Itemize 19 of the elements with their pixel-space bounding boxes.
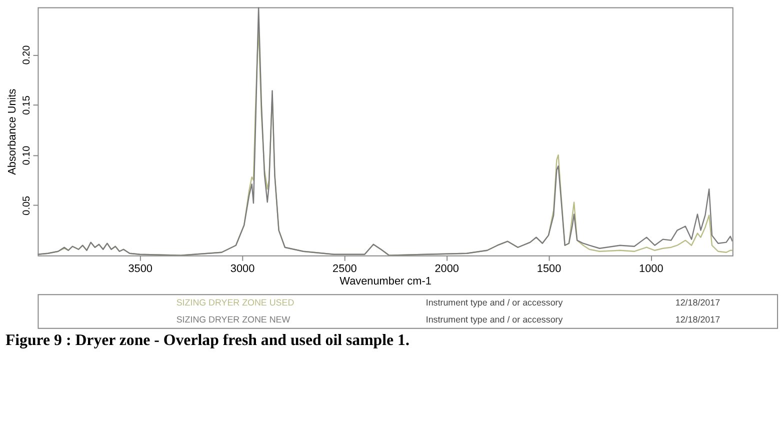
x-tick-label: 3500 — [128, 262, 152, 275]
text: Instrument type and / or accessory — [426, 298, 564, 308]
y-axis-title: Absorbance Units — [6, 88, 18, 175]
text: Instrument type and / or accessory — [426, 314, 564, 324]
x-tick-label: 2000 — [434, 262, 459, 275]
text: 12/18/2017 — [675, 298, 720, 308]
text: SIZING DRYER ZONE USED — [176, 298, 295, 308]
y-tick-label: 0.05 — [21, 196, 32, 216]
x-tick-label: 3000 — [230, 262, 255, 275]
x-tick-label: 2500 — [332, 262, 357, 275]
y-tick-label: 0.20 — [21, 44, 32, 65]
x-tick-label: 1500 — [536, 262, 562, 275]
x-axis-title: Wavenumber cm-1 — [340, 276, 432, 288]
y-tick-label: 0.10 — [21, 145, 32, 166]
text: Figure 9 : Dryer zone - Overlap fresh and used oil sample 1. — [5, 332, 410, 350]
text: SIZING DRYER ZONE NEW — [176, 314, 291, 324]
y-tick-label: 0.15 — [21, 95, 32, 115]
text: 12/18/2017 — [675, 314, 720, 324]
x-tick-label: 1000 — [639, 262, 664, 275]
